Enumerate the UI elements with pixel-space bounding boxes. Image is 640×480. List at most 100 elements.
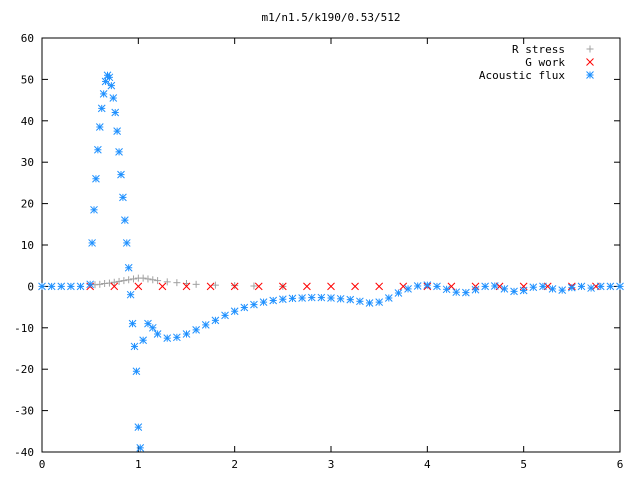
y-tick-label: 30	[21, 156, 34, 169]
data-point	[327, 294, 335, 302]
data-point	[132, 367, 141, 376]
data-point	[76, 282, 85, 291]
data-point	[433, 282, 441, 291]
data-point	[336, 294, 345, 303]
data-point	[250, 282, 258, 290]
data-point	[356, 297, 364, 306]
data-point	[111, 108, 120, 117]
data-point	[201, 321, 210, 329]
data-point	[442, 285, 451, 294]
data-point	[211, 281, 219, 289]
legend-label: Acoustic flux	[479, 69, 565, 82]
data-point	[110, 282, 119, 291]
data-point	[606, 282, 615, 291]
y-tick-label: -10	[14, 322, 34, 335]
data-point	[288, 294, 297, 303]
data-point	[149, 276, 157, 284]
x-tick-label: 1	[135, 458, 142, 471]
y-tick-label: 60	[21, 32, 34, 45]
data-point	[90, 205, 98, 214]
data-point	[136, 444, 145, 452]
data-point	[423, 281, 432, 290]
data-point	[86, 280, 95, 289]
data-point	[120, 216, 129, 225]
legend-marker	[586, 71, 594, 79]
data-point	[99, 90, 108, 98]
data-point	[230, 282, 239, 291]
data-point	[115, 277, 123, 285]
data-point	[192, 326, 200, 334]
data-point	[105, 279, 113, 287]
data-point	[153, 330, 162, 338]
data-point	[254, 282, 263, 291]
data-point	[95, 123, 104, 131]
data-point	[67, 282, 75, 291]
legend-marker	[586, 45, 594, 53]
data-point	[298, 294, 306, 302]
data-point	[250, 300, 258, 309]
data-point	[577, 282, 586, 291]
data-point	[139, 274, 147, 282]
data-point	[122, 239, 131, 247]
data-point	[259, 298, 268, 306]
data-point	[139, 336, 148, 345]
legend-label: R stress	[512, 43, 565, 56]
data-point	[548, 285, 557, 293]
data-point	[500, 285, 509, 293]
data-point	[303, 282, 311, 291]
data-point	[510, 287, 518, 296]
data-point	[92, 174, 100, 183]
legend-marker	[586, 58, 594, 66]
y-tick-label: 50	[21, 73, 34, 86]
data-point	[384, 294, 393, 302]
data-point	[519, 286, 528, 295]
data-point	[529, 283, 538, 292]
data-point	[221, 311, 229, 320]
legend-label: G work	[525, 56, 565, 69]
data-point	[38, 282, 46, 291]
data-point	[182, 330, 191, 338]
x-tick-label: 4	[424, 458, 431, 471]
data-point	[110, 278, 118, 286]
y-tick-label: 20	[21, 198, 34, 211]
data-point	[182, 282, 191, 291]
data-point	[346, 295, 355, 304]
x-tick-label: 2	[231, 458, 238, 471]
data-point	[567, 283, 576, 292]
y-tick-label: -40	[14, 446, 34, 459]
y-tick-label: -30	[14, 405, 34, 418]
data-point	[148, 323, 157, 332]
data-point	[130, 275, 138, 283]
data-point	[107, 81, 116, 90]
data-point	[101, 77, 110, 86]
data-point	[278, 295, 287, 304]
x-tick-label: 3	[328, 458, 335, 471]
data-point	[113, 127, 121, 136]
series-acoustic-flux	[38, 71, 624, 452]
data-point	[539, 282, 547, 291]
data-point	[481, 282, 489, 291]
data-point	[144, 275, 152, 283]
data-point	[211, 316, 220, 325]
data-point	[173, 333, 181, 342]
data-point	[94, 145, 102, 154]
data-point	[57, 282, 66, 291]
data-point	[125, 276, 133, 284]
data-point	[462, 288, 470, 297]
y-tick-label: 40	[21, 115, 34, 128]
data-point	[105, 73, 114, 82]
data-point	[616, 282, 624, 291]
data-point	[365, 299, 374, 307]
data-point	[375, 298, 384, 306]
data-point	[134, 423, 143, 432]
x-tick-label: 6	[617, 458, 624, 471]
data-point	[558, 286, 567, 294]
x-tick-label: 0	[39, 458, 46, 471]
data-point	[206, 282, 215, 291]
data-point	[124, 263, 133, 272]
data-point	[134, 282, 143, 291]
data-point	[413, 282, 422, 290]
data-point	[128, 319, 137, 328]
data-point	[471, 285, 480, 294]
data-point	[317, 293, 326, 302]
